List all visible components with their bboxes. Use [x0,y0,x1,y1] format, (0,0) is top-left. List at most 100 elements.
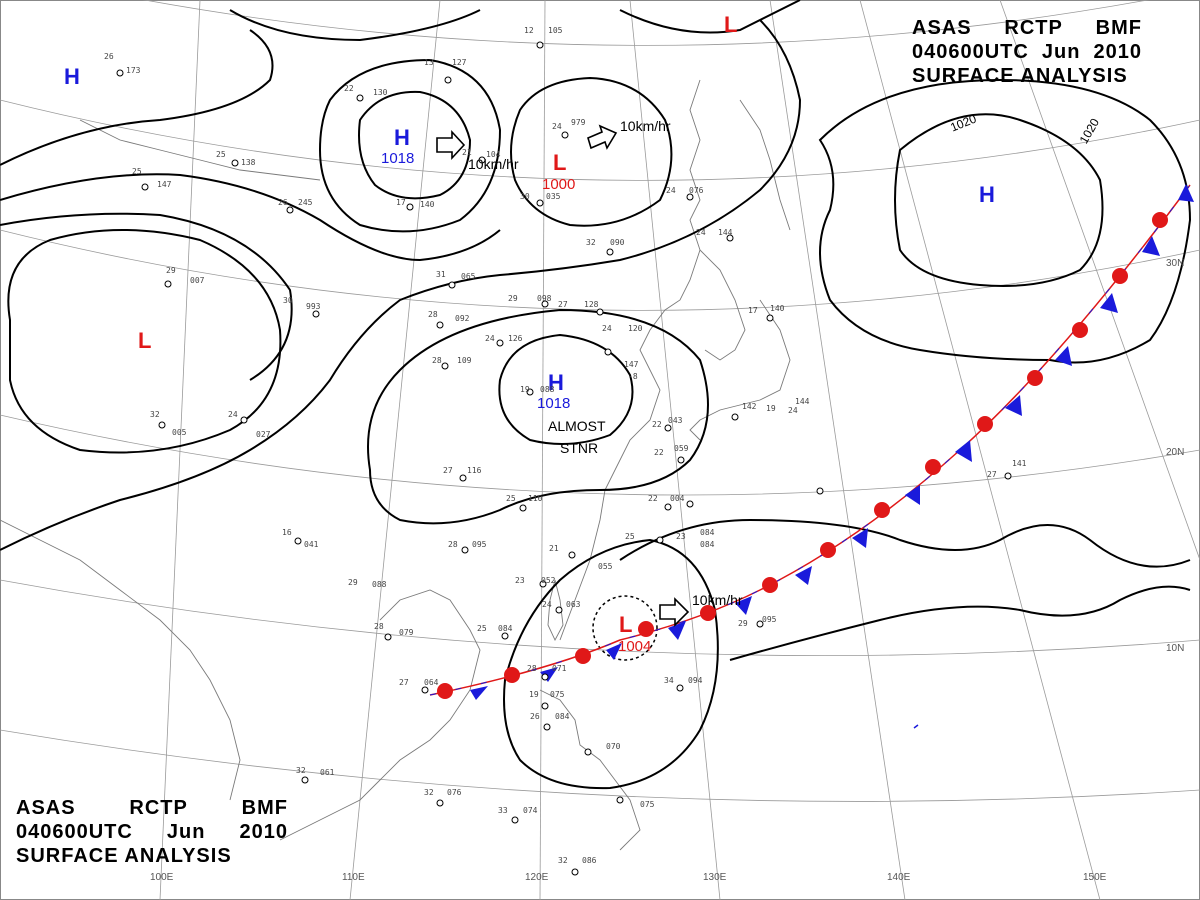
station-temp: 26 [278,198,288,207]
header-station: RCTP [129,797,188,819]
station-temp: 142 [742,402,757,411]
station-temp: 27 [399,678,409,687]
lat-line-0n [0,729,1200,802]
station-pressure: 052 [541,576,556,585]
station-pressure: 116 [467,466,482,475]
isobar-northwest-3 [0,212,293,381]
header-agency: ASAS [16,797,76,819]
station-temp: 24 [485,334,495,343]
station-pressure: 098 [537,294,552,303]
motion-arrow-low-north [587,124,618,150]
high-pressure-center: H [394,125,410,150]
station-pressure: 084 [555,712,570,721]
station-temp: 29 [508,294,518,303]
station-pressure: 041 [304,540,319,549]
station-temp: 22 [648,494,658,503]
station-temp: 25 [132,167,142,176]
station-temp: 17 [396,198,406,207]
lat-line-40n [142,0,1150,46]
station-pressure: 144 [718,228,733,237]
station-pressure: 094 [688,676,703,685]
station-pressure: 147 [157,180,172,189]
station-pressure: 065 [461,272,476,281]
coast-japan [689,299,791,441]
station-temp: 29 [738,619,748,628]
isobar-high-ne [894,113,1104,287]
small-blue-mark [913,724,919,729]
station-temp: 24 [696,228,706,237]
coast-taiwan [547,579,564,642]
lon-label-100e: 100E [150,872,174,883]
isobar-ne-outer [818,78,1192,364]
station-pressure: 063 [566,600,581,609]
station-pressure: 245 [298,198,313,207]
station-pressure: 141 [1012,459,1027,468]
station-temp: 070 [606,742,621,751]
station-temp: 28 [374,622,384,631]
lon-line-160e [999,0,1200,561]
lon-label-150e: 150E [1083,872,1107,883]
header-title: SURFACE ANALYSIS [16,845,232,867]
station-temp: 23 [515,576,525,585]
coast-indochina [279,589,481,841]
lat-line-10n [0,579,1200,657]
station-pressure: 055 [598,562,613,571]
station-pressure: 130 [373,88,388,97]
station-temp: 27 [443,466,453,475]
station-temp: 30 [520,192,530,201]
lon-label-110e: 110E [342,872,365,883]
low-pressure-center: L [724,12,738,37]
station-pressure: 144 [795,397,810,406]
station-temp: 32 [150,410,160,419]
lat-line-20n [0,414,1200,496]
coast-kamchatka [739,99,791,231]
station-pressure: 173 [126,66,141,75]
coast-philippines [539,689,641,851]
station-pressure: 007 [190,276,205,285]
station-temp: 16 [282,528,292,537]
station-pressure: 095 [762,615,777,624]
lon-label-120e: 120E [525,872,549,883]
header-bottom-left: ASAS RCTP BMF 040600UTC Jun 2010 SURFACE… [16,796,288,868]
lon-line-130e [629,0,721,900]
station-temp: 24 [552,122,562,131]
lon-line-140e [769,0,906,900]
lon-label-140e: 140E [887,872,911,883]
station-temp: 30 [283,296,293,305]
station-pressure: 090 [610,238,625,247]
station-pressure: 140 [420,200,435,209]
station-pressure: 084 [700,540,715,549]
header-title: SURFACE ANALYSIS [912,65,1128,87]
lat-label-10n: 10N [1166,643,1185,654]
station-temp: 22 [652,420,662,429]
isobar-high-north-outer [318,58,502,233]
header-time: 040600UTC [912,41,1029,63]
high-pressure-center: H [64,64,80,89]
station-pressure: 128 [584,300,599,309]
station-temp: 25 [216,150,226,159]
station-pressure: 027 [256,430,271,439]
station-pressure: 088 [372,580,387,589]
tropical-low-circle [592,595,658,661]
low-pressure-value: 1000 [542,176,576,193]
isobar-northwest-1 [0,29,274,166]
station-temp: 23 [676,532,686,541]
longitude-lines [159,0,1200,900]
station-temp: 17 [748,306,758,315]
station-pressure: 19 [766,404,776,413]
station-temp: 26 [104,52,114,61]
stationary-note: ALMOST [548,418,606,434]
motion-speed-label: 10km/hr [468,156,519,172]
station-temp: 22 [344,84,354,93]
high-pressure-center: H [979,182,995,207]
lon-line-120e [539,0,546,900]
header-year: 2010 [239,821,288,843]
coast-china [559,79,701,641]
station-temp: 22 [654,448,664,457]
coastlines [0,79,791,851]
station-temp: 25 [506,494,516,503]
high-pressure-value: 1018 [381,150,415,167]
station-temp: 25 [625,532,635,541]
